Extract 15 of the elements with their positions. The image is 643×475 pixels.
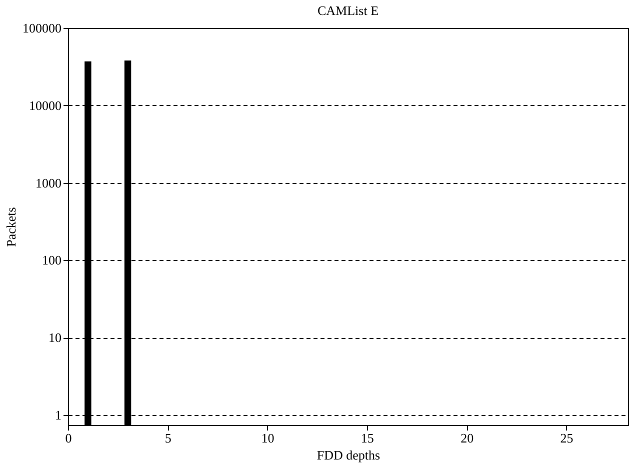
y-tick-label: 100000 <box>22 20 62 36</box>
x-tick-label: 25 <box>560 430 574 446</box>
x-tick-label: 0 <box>65 430 72 446</box>
y-axis-title: Packets <box>4 207 18 247</box>
x-axis-title: FDD depths <box>316 448 380 462</box>
y-tick-label: 100 <box>42 252 62 268</box>
chart-title: CAMList E <box>317 3 379 18</box>
x-tick-label: 20 <box>460 430 474 446</box>
x-tick-label: 15 <box>360 430 374 446</box>
y-tick-label: 10000 <box>29 98 62 113</box>
x-tick-label: 5 <box>164 430 172 446</box>
y-tick-label: 10 <box>48 330 62 346</box>
x-tick-label: 10 <box>261 430 274 446</box>
y-tick-label: 1000 <box>36 175 62 190</box>
y-tick-label: 1 <box>55 407 62 422</box>
